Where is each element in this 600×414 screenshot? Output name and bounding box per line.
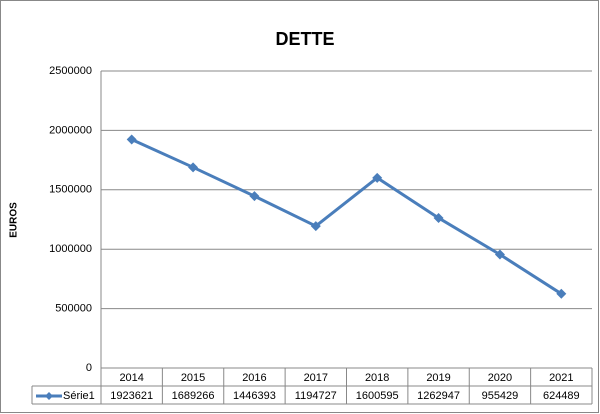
point-marker xyxy=(249,191,260,202)
x-tick-label: 2015 xyxy=(181,372,205,384)
y-tick-label: 1500000 xyxy=(49,184,92,196)
y-tick-label: 500000 xyxy=(55,303,92,315)
point-marker xyxy=(188,162,199,173)
table-value: 1689266 xyxy=(172,390,215,402)
x-tick-label: 2019 xyxy=(426,372,450,384)
x-tick-label: 2017 xyxy=(304,372,328,384)
line-series xyxy=(131,138,563,296)
x-tick-label: 2014 xyxy=(119,372,143,384)
point-marker xyxy=(433,212,444,223)
y-tick-label: 2500000 xyxy=(49,65,92,77)
table-value: 955429 xyxy=(482,390,519,402)
table-value: 1923621 xyxy=(110,390,153,402)
point-marker xyxy=(556,288,567,299)
point-marker xyxy=(310,221,321,232)
y-tick-label: 1000000 xyxy=(49,243,92,255)
x-tick-label: 2020 xyxy=(488,372,512,384)
chart-title: DETTE xyxy=(275,29,334,49)
y-axis-title: EUROS xyxy=(9,202,20,238)
y-tick-label: 0 xyxy=(86,362,92,374)
y-tick-label: 2000000 xyxy=(49,124,92,136)
table-value: 1262947 xyxy=(417,390,460,402)
point-marker xyxy=(372,172,383,183)
x-tick-label: 2018 xyxy=(365,372,389,384)
x-tick-label: 2016 xyxy=(242,372,266,384)
point-marker xyxy=(494,249,505,260)
legend-label: Série1 xyxy=(63,390,95,402)
table-value: 1194727 xyxy=(295,390,337,402)
x-tick-label: 2021 xyxy=(549,372,573,384)
point-marker xyxy=(126,134,137,145)
table-value: 1600595 xyxy=(356,390,399,402)
table-value: 624489 xyxy=(543,390,580,402)
legend-marker xyxy=(45,392,53,400)
table-value: 1446393 xyxy=(233,390,276,402)
